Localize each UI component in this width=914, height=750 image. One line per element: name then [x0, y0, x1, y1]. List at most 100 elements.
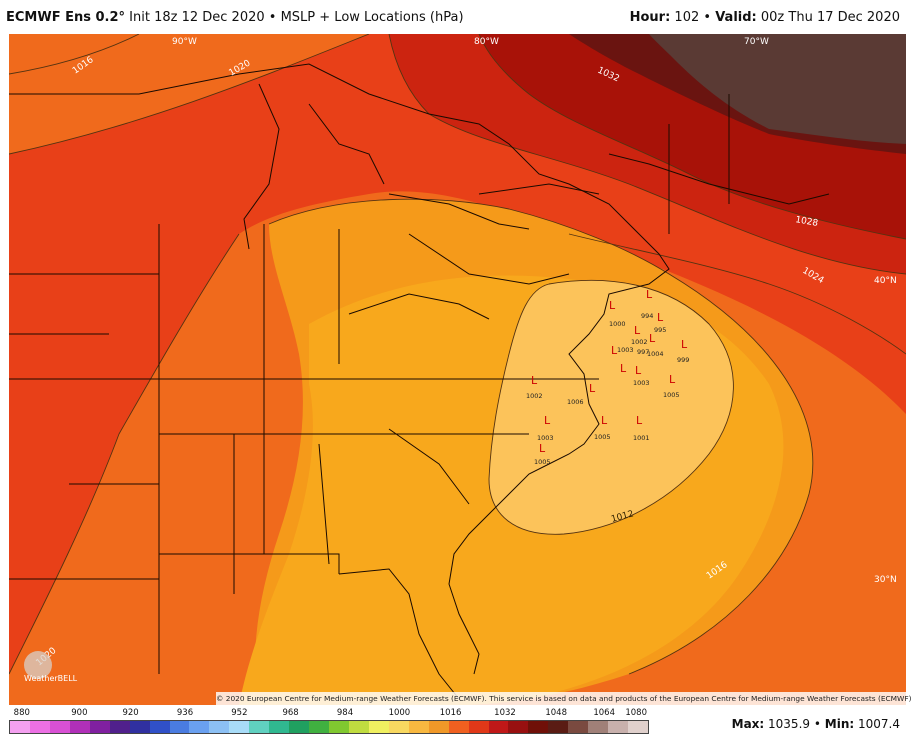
colorbar-swatch — [49, 721, 70, 733]
svg-text:L: L — [657, 311, 664, 324]
lake-erie — [388, 193, 530, 230]
low-marker: L 1005 — [663, 373, 680, 399]
valid-value: 00z Thu 17 Dec 2020 — [760, 10, 900, 25]
high-core — [649, 34, 906, 144]
colorbar-swatch — [169, 721, 190, 733]
min-value: 1007.4 — [858, 717, 900, 731]
colorbar-swatch — [149, 721, 170, 733]
svg-text:1003: 1003 — [633, 379, 650, 387]
sc-ga-line — [388, 428, 470, 505]
colorbar-swatch — [249, 721, 270, 733]
colorbar-swatch — [548, 721, 569, 733]
colorbar-swatch — [189, 721, 210, 733]
colorbar-tick: 880 — [13, 708, 30, 718]
colorbar-swatch — [129, 721, 150, 733]
colorbar-tick: 1016 — [439, 708, 462, 718]
lon-label: 90°W — [172, 37, 197, 47]
colorbar-swatch — [10, 721, 30, 733]
logo-globe — [24, 651, 52, 679]
band-below-1012 — [489, 280, 734, 535]
hour-value: 102 — [674, 10, 700, 25]
kentucky-line — [348, 293, 490, 320]
low-marker: L 1005 — [594, 414, 611, 441]
colorbar-tick: 1000 — [388, 708, 411, 718]
product-name: MSLP + Low Locations (hPa) — [280, 10, 464, 25]
isobar-nw — [9, 34, 140, 75]
isobars — [9, 34, 906, 675]
svg-text:L: L — [649, 332, 656, 345]
svg-text:L: L — [609, 299, 616, 312]
weatherbell-logo: WeatherBELL — [24, 651, 78, 683]
valid-label: Valid: — [715, 10, 757, 25]
graticule-labels: 90°W 80°W 70°W 40°N 30°N — [172, 37, 897, 585]
colorbar-swatch — [368, 721, 389, 733]
colorbar-swatch — [448, 721, 469, 733]
colorbar-swatch — [229, 721, 250, 733]
lat-label: 30°N — [874, 575, 897, 585]
colorbar-swatch — [528, 721, 549, 733]
colorbar-swatch — [69, 721, 90, 733]
copyright-notice: © 2020 European Centre for Medium-range … — [216, 692, 912, 705]
lake-michigan-west — [243, 83, 280, 250]
colorbar-swatch — [628, 721, 648, 733]
colorbar-swatch — [608, 721, 629, 733]
colorbar-tick: 1064 — [593, 708, 616, 718]
isobar-1024 — [568, 233, 906, 355]
colorbar: 880 900 920 936 952 968 984 1000 1016 10… — [9, 708, 649, 734]
colorbar-swatch — [348, 721, 369, 733]
gulf-border — [159, 553, 340, 574]
low-marker: L 1002 — [526, 374, 543, 400]
colorbar-tick: 1032 — [494, 708, 516, 718]
low-marker: L 1000 — [609, 299, 626, 328]
low-marker: L 1003 — [617, 346, 634, 375]
low-marker: L 995 — [654, 311, 666, 334]
maxmin-separator: • — [813, 717, 821, 731]
boundaries — [9, 63, 830, 700]
colorbar-swatch — [588, 721, 609, 733]
colorbar-tick: 900 — [71, 708, 88, 718]
max-label: Max: — [731, 717, 765, 731]
title-separator: • — [268, 10, 277, 25]
logo-text: WeatherBELL — [24, 674, 78, 683]
svg-text:L: L — [601, 414, 608, 427]
svg-text:L: L — [611, 344, 618, 357]
colorbar-swatch — [329, 721, 349, 733]
colorbar-swatch — [269, 721, 290, 733]
colorbar-swatch — [508, 721, 529, 733]
svg-text:L: L — [646, 288, 653, 301]
svg-text:1005: 1005 — [534, 458, 551, 466]
svg-text:1000: 1000 — [609, 320, 626, 328]
mslp-map: 1016 1020 1032 1028 1024 1012 1016 1020 … — [9, 34, 906, 705]
pa-line — [408, 233, 570, 285]
hour-label: Hour: — [629, 10, 671, 25]
svg-text:L: L — [681, 338, 688, 351]
max-value: 1035.9 — [768, 717, 811, 731]
svg-text:997: 997 — [637, 348, 649, 356]
svg-text:L: L — [620, 362, 627, 375]
svg-text:995: 995 — [654, 326, 666, 334]
svg-text:1006: 1006 — [567, 398, 584, 406]
svg-text:L: L — [589, 382, 596, 395]
colorbar-tick: 1080 — [625, 708, 648, 718]
isobar-1016 — [268, 198, 814, 675]
svg-text:L: L — [635, 364, 642, 377]
colorbar-swatches — [9, 720, 649, 734]
colorbar-tick: 952 — [231, 708, 248, 718]
svg-text:1004: 1004 — [647, 350, 664, 358]
valid-info: Hour: 102 • Valid: 00z Thu 17 Dec 2020 — [630, 10, 900, 25]
colorbar-swatch — [89, 721, 110, 733]
isobar-1012 — [488, 279, 734, 535]
lon-label: 70°W — [744, 37, 769, 47]
low-marker: L 1006 — [567, 382, 596, 406]
colorbar-swatch — [408, 721, 429, 733]
svg-text:1001: 1001 — [633, 434, 650, 442]
lat-label: 40°N — [874, 276, 897, 286]
colorbar-tick: 920 — [122, 708, 139, 718]
low-marker: L 997 — [611, 344, 649, 357]
isobar-1020-west — [9, 34, 370, 155]
colorbar-swatch — [568, 721, 589, 733]
colorbar-tick: 968 — [282, 708, 299, 718]
colorbar-labels: 880 900 920 936 952 968 984 1000 1016 10… — [9, 708, 649, 720]
low-marker: L 1001 — [633, 414, 650, 442]
